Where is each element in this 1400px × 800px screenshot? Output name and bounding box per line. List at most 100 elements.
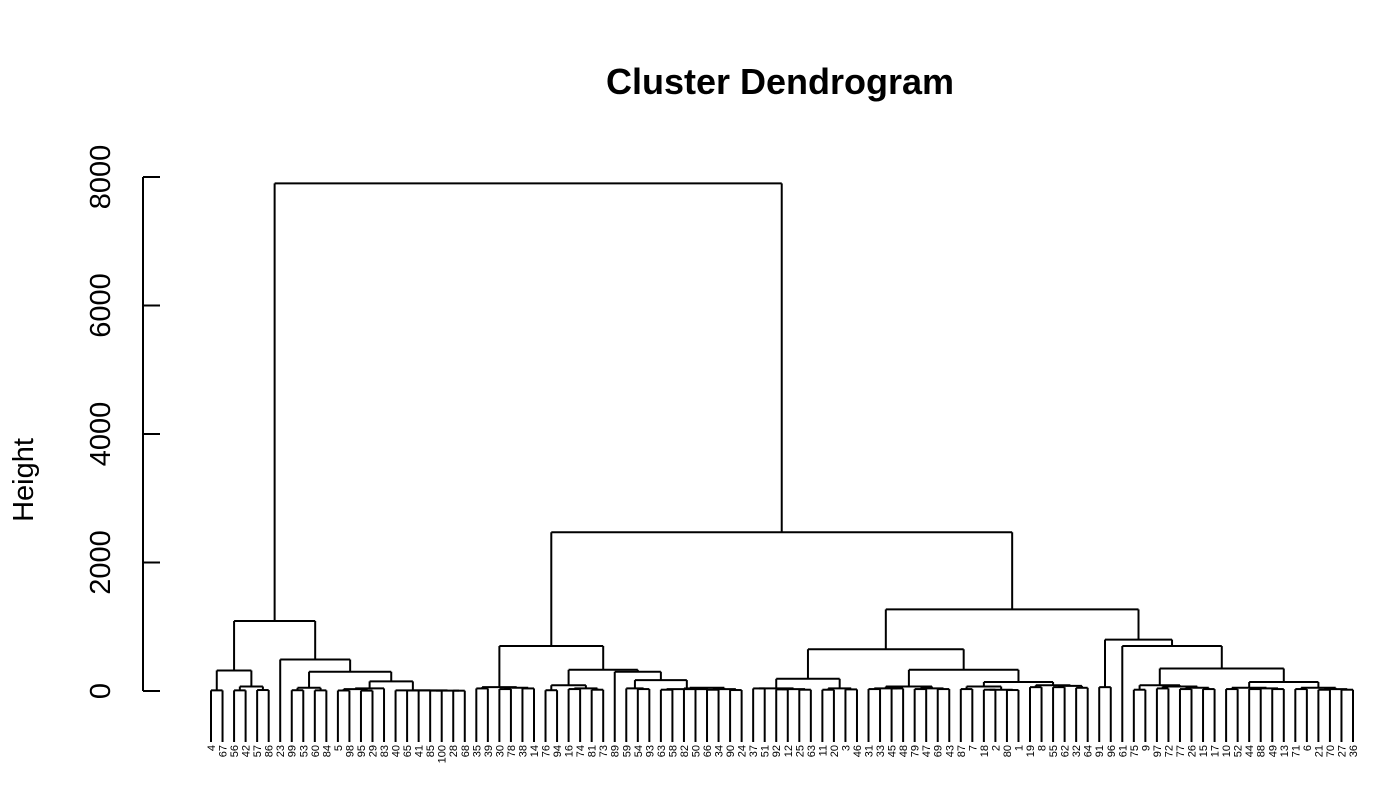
leaf-label: 79 <box>910 745 922 757</box>
leaf-label: 41 <box>414 745 426 757</box>
leaf-label: 13 <box>1279 745 1291 757</box>
leaf-label: 31 <box>864 745 876 757</box>
leaf-label: 53 <box>298 745 310 757</box>
leaf-label: 9 <box>1140 745 1152 751</box>
chart-title: Cluster Dendrogram <box>606 61 954 102</box>
leaf-label: 68 <box>460 745 472 757</box>
leaf-label: 84 <box>321 745 333 757</box>
leaf-label: 33 <box>875 745 887 757</box>
leaf-label: 15 <box>1198 745 1210 757</box>
leaf-label: 61 <box>1117 745 1129 757</box>
leaf-label: 63 <box>806 745 818 757</box>
leaf-label: 34 <box>714 745 726 757</box>
leaf-label: 82 <box>679 745 691 757</box>
leaf-label: 90 <box>725 745 737 757</box>
leaf-label: 23 <box>275 745 287 757</box>
leaf-label: 60 <box>310 745 322 757</box>
y-tick-label: 8000 <box>85 145 117 210</box>
leaf-label: 39 <box>483 745 495 757</box>
leaf-labels: 4 67 56 42 57 86 99 53 60 84 5 98 95 29 83 65 41 85 100 28 6… <box>206 745 1360 763</box>
leaf-label: 99 <box>287 745 299 757</box>
leaf-label: 66 <box>702 745 714 757</box>
leaf-label: 63 <box>656 745 668 757</box>
leaf-label: 28 <box>448 745 460 757</box>
leaf-label: 2 <box>990 745 1002 751</box>
leaf-label: 21 <box>1313 745 1325 757</box>
leaf-label: 40 <box>391 745 403 757</box>
leaf-label: 52 <box>1233 745 1245 757</box>
leaf-label: 24 <box>737 745 749 757</box>
leaf-label: 18 <box>979 745 991 757</box>
leaf-label: 49 <box>1267 745 1279 757</box>
leaf-label: 19 <box>1025 745 1037 757</box>
leaf-label: 36 <box>1348 745 1360 757</box>
leaf-label: 16 <box>564 745 576 757</box>
leaf-label: 97 <box>1152 745 1164 757</box>
leaf-label: 70 <box>1325 745 1337 757</box>
leaf-label: 25 <box>794 745 806 757</box>
leaf-label: 54 <box>633 745 645 757</box>
y-axis-label: Height <box>8 438 40 522</box>
y-tick-label: 6000 <box>85 273 117 338</box>
leaf-label: 35 <box>471 745 483 757</box>
leaf-label: 93 <box>644 745 656 757</box>
leaf-label: 55 <box>1048 745 1060 757</box>
leaf-label: 95 <box>356 745 368 757</box>
leaf-label: 26 <box>1187 745 1199 757</box>
leaf-label: 98 <box>344 745 356 757</box>
leaf-label: 29 <box>367 745 379 757</box>
leaf-label: 8 <box>1037 745 1049 751</box>
leaf-label: 1 <box>1013 745 1025 751</box>
leaf-label: 5 <box>333 745 345 751</box>
leaf-label: 88 <box>1256 745 1268 757</box>
leaf-label: 73 <box>598 745 610 757</box>
leaf-label: 92 <box>771 745 783 757</box>
leaf-label: 7 <box>967 745 979 751</box>
leaf-label: 62 <box>1060 745 1072 757</box>
leaf-label: 77 <box>1175 745 1187 757</box>
leaf-label: 67 <box>218 745 230 757</box>
leaf-label: 94 <box>552 745 564 757</box>
leaf-label: 37 <box>748 745 760 757</box>
leaf-label: 57 <box>252 745 264 757</box>
leaf-label: 64 <box>1083 745 1095 757</box>
y-tick-label: 0 <box>85 683 117 699</box>
leaf-label: 89 <box>610 745 622 757</box>
leaf-label: 45 <box>887 745 899 757</box>
leaf-label: 65 <box>402 745 414 757</box>
leaf-label: 6 <box>1302 745 1314 751</box>
leaf-label: 32 <box>1071 745 1083 757</box>
leaf-label: 48 <box>898 745 910 757</box>
leaf-label: 87 <box>956 745 968 757</box>
leaf-label: 20 <box>829 745 841 757</box>
leaf-label: 78 <box>506 745 518 757</box>
leaf-label: 47 <box>921 745 933 757</box>
leaf-label: 51 <box>760 745 772 757</box>
y-tick-label: 4000 <box>85 402 117 467</box>
leaf-label: 56 <box>229 745 241 757</box>
leaf-label: 11 <box>817 745 829 756</box>
leaf-label: 10 <box>1221 745 1233 757</box>
leaf-label: 81 <box>587 745 599 757</box>
leaf-label: 14 <box>529 745 541 757</box>
leaf-label: 72 <box>1163 745 1175 757</box>
dendrogram-links <box>210 182 1354 742</box>
leaf-label: 83 <box>379 745 391 757</box>
leaf-label: 85 <box>425 745 437 757</box>
y-axis: 0 2000 4000 6000 8000 <box>85 145 160 699</box>
leaf-label: 38 <box>517 745 529 757</box>
leaf-label: 71 <box>1290 745 1302 757</box>
leaf-label: 69 <box>933 745 945 757</box>
leaf-label: 100 <box>437 745 449 763</box>
leaf-label: 86 <box>264 745 276 757</box>
leaf-label: 46 <box>852 745 864 757</box>
leaf-label: 80 <box>1002 745 1014 757</box>
leaf-label: 27 <box>1336 745 1348 757</box>
leaf-label: 44 <box>1244 745 1256 757</box>
leaf-label: 59 <box>621 745 633 757</box>
leaf-label: 75 <box>1129 745 1141 757</box>
leaf-label: 42 <box>241 745 253 757</box>
leaf-label: 91 <box>1094 745 1106 757</box>
leaf-label: 96 <box>1106 745 1118 757</box>
